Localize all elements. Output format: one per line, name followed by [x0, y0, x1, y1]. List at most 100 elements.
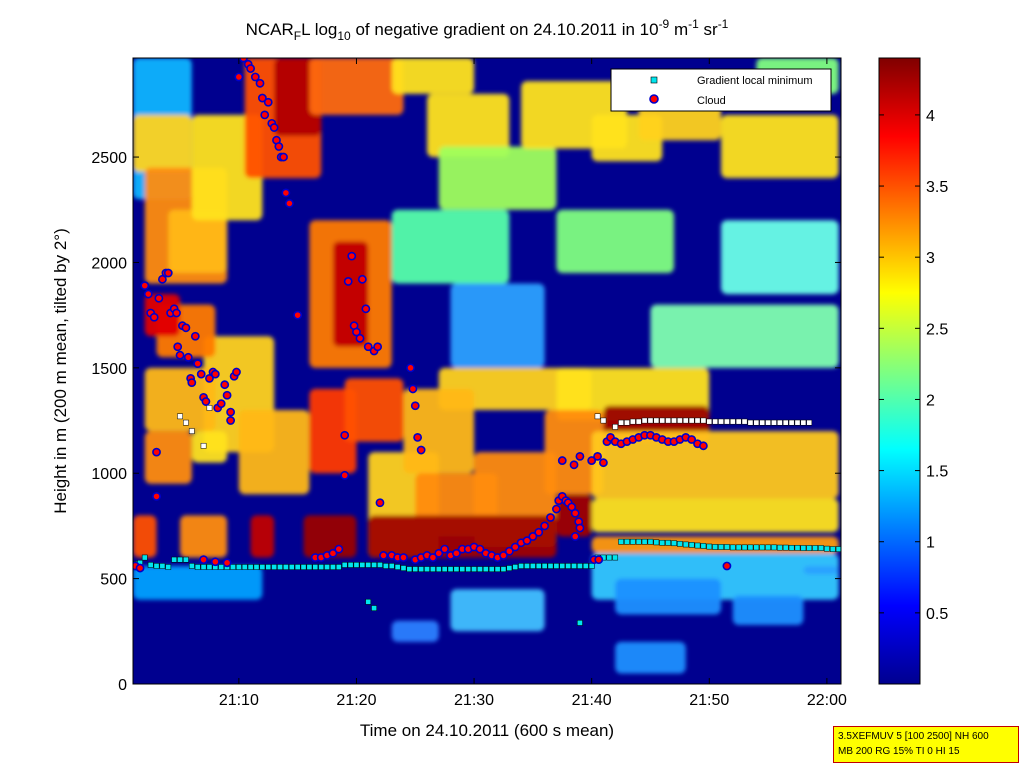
cloud-point	[594, 555, 604, 565]
cloud-point	[567, 502, 577, 512]
marker-layer	[133, 58, 841, 626]
cloud-point	[569, 460, 579, 470]
heat-patch	[144, 294, 181, 337]
cloud-point	[232, 367, 241, 377]
cloud-point	[557, 456, 567, 465]
gradient-min-point	[788, 419, 795, 426]
gradient-min-point	[518, 563, 524, 569]
cloud-point	[193, 359, 203, 369]
gradient-min-point	[424, 566, 430, 572]
gradient-min-point	[677, 540, 683, 547]
heat-patch	[721, 220, 839, 295]
cloud-point	[357, 274, 367, 284]
cloud-point	[428, 553, 438, 562]
legend-marker-square	[650, 76, 658, 84]
cloud-point	[379, 551, 388, 560]
cloud-point	[575, 523, 585, 533]
cloud-point	[149, 312, 159, 322]
cloud-point	[347, 251, 357, 261]
cloud-point	[570, 508, 580, 518]
colorbar-tick-label: 3	[926, 250, 935, 267]
gradient-min-point	[271, 564, 277, 570]
cloud-point	[587, 456, 597, 465]
gradient-min-point	[794, 544, 801, 551]
gradient-min-point	[218, 564, 225, 570]
cloud-point	[205, 373, 214, 383]
gradient-min-point	[594, 413, 601, 420]
gradient-min-point	[800, 545, 807, 551]
gradient-min-point	[824, 545, 830, 552]
heat-patch	[803, 565, 839, 575]
cloud-point	[570, 532, 580, 541]
gradient-min-point	[712, 418, 719, 425]
cloud-point	[152, 492, 161, 501]
cloud-point	[154, 293, 164, 303]
gradient-min-point	[530, 563, 536, 569]
heat-patch	[250, 515, 275, 558]
gradient-min-point	[629, 418, 636, 425]
cloud-point	[355, 333, 365, 343]
gradient-min-point	[488, 566, 495, 572]
gradient-min-point	[653, 539, 660, 546]
gradient-min-point	[324, 564, 330, 570]
cloud-point	[687, 435, 697, 444]
gradient-min-point	[724, 544, 730, 550]
gradient-min-point	[230, 564, 236, 570]
gradient-min-point	[183, 419, 189, 426]
heat-patch	[344, 378, 404, 442]
gradient-min-point	[577, 563, 583, 569]
heatmap-field	[133, 58, 841, 684]
cloud-point	[285, 199, 294, 208]
cloud-point	[222, 558, 232, 568]
gradient-min-point	[600, 417, 607, 424]
cloud-point	[352, 327, 361, 337]
gradient-min-point	[588, 563, 595, 569]
gradient-min-point	[665, 417, 671, 424]
gradient-min-point	[430, 566, 436, 572]
heat-patch	[391, 58, 475, 94]
cloud-point	[293, 310, 303, 320]
gradient-min-point	[759, 544, 766, 551]
x-tick-label: 21:10	[219, 692, 259, 709]
cloud-point	[406, 363, 415, 373]
cloud-point	[499, 551, 508, 560]
y-axis: 0 500 1000 1500 2000 2500	[91, 150, 841, 694]
colorbar-tick-label: 0.5	[926, 606, 948, 623]
heat-patch	[615, 641, 686, 674]
colorbar-ticks: 0.5 1 1.5 2 2.5 3 3.5 4	[879, 108, 948, 623]
gradient-min-point	[330, 564, 336, 570]
gradient-min-point	[812, 545, 818, 551]
cloud-point	[340, 430, 350, 440]
gradient-min-point	[541, 563, 548, 569]
cloud-point	[260, 110, 270, 120]
gradient-min-point	[806, 545, 813, 551]
gradient-min-point	[265, 564, 272, 570]
gradient-min-point	[753, 544, 760, 551]
cloud-point	[452, 548, 461, 558]
legend-label-gradient: Gradient local minimum	[697, 75, 813, 87]
gradient-min-point	[365, 562, 372, 568]
gradient-min-point	[729, 418, 736, 425]
cloud-point	[361, 304, 371, 314]
gradient-min-point	[582, 563, 589, 569]
gradient-min-point	[341, 562, 348, 568]
gradient-min-point	[647, 538, 654, 545]
gradient-min-point	[706, 418, 713, 425]
cloud-point	[183, 352, 193, 362]
cloud-point	[413, 432, 423, 442]
cloud-point	[210, 369, 220, 379]
gradient-min-point	[765, 544, 771, 551]
heat-patch	[238, 409, 310, 495]
cloud-point	[599, 458, 608, 468]
gradient-min-point	[277, 564, 283, 570]
cloud-point	[220, 380, 230, 390]
gradient-min-point	[441, 566, 448, 572]
cloud-point	[172, 308, 181, 318]
cloud-point	[216, 399, 226, 409]
gradient-min-point	[659, 539, 666, 546]
gradient-min-point	[253, 564, 260, 570]
gradient-min-point	[624, 538, 630, 545]
cloud-point	[255, 78, 265, 88]
gradient-min-point	[747, 544, 754, 551]
